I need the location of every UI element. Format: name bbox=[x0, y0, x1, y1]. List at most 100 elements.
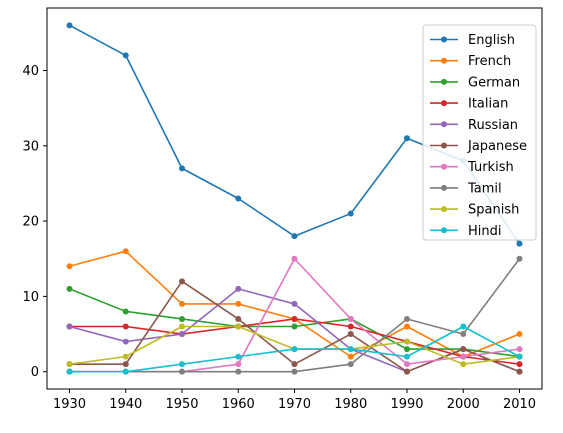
legend-label: English bbox=[468, 33, 515, 48]
data-point bbox=[403, 315, 410, 322]
data-point bbox=[179, 165, 186, 172]
data-point bbox=[179, 361, 186, 368]
x-axis: 1930 1940 1950 1960 1970 1980 1990 2000 2010 bbox=[53, 389, 536, 412]
data-point bbox=[66, 323, 73, 330]
legend-label: Turkish bbox=[467, 160, 514, 175]
series-line bbox=[69, 257, 520, 373]
data-point bbox=[291, 315, 298, 322]
data-point bbox=[347, 315, 354, 322]
data-point bbox=[179, 368, 186, 375]
data-point bbox=[291, 255, 298, 262]
data-point bbox=[403, 361, 410, 368]
data-point bbox=[347, 210, 354, 217]
legend-item: Italian bbox=[430, 97, 508, 112]
data-point bbox=[179, 315, 186, 322]
data-point bbox=[179, 331, 186, 338]
data-point bbox=[403, 346, 410, 353]
data-point bbox=[516, 255, 523, 262]
data-point bbox=[291, 300, 298, 307]
legend-swatch-marker bbox=[441, 206, 447, 213]
series-line bbox=[69, 258, 521, 373]
legend-label: Hindi bbox=[468, 224, 502, 239]
data-point bbox=[460, 361, 467, 368]
legend-swatch-marker bbox=[441, 142, 447, 149]
series-turkish bbox=[66, 255, 523, 375]
legend-label: Spanish bbox=[468, 203, 519, 218]
x-tick-label: 1980 bbox=[334, 397, 367, 412]
data-point bbox=[122, 248, 129, 255]
x-tick-label: 1950 bbox=[165, 397, 198, 412]
legend-item: Tamil bbox=[430, 181, 502, 196]
legend-item: Japanese bbox=[430, 139, 527, 154]
data-point bbox=[66, 368, 73, 375]
legend-swatch-marker bbox=[441, 227, 447, 234]
data-point bbox=[122, 52, 129, 59]
data-point bbox=[347, 361, 354, 368]
y-tick-label: 20 bbox=[22, 215, 39, 230]
data-point bbox=[122, 353, 129, 360]
legend-label: Russian bbox=[468, 118, 518, 133]
data-point bbox=[179, 278, 186, 285]
data-point bbox=[235, 195, 242, 202]
legend-label: Tamil bbox=[467, 181, 502, 196]
data-point bbox=[235, 315, 242, 322]
legend-item: Spanish bbox=[430, 203, 519, 218]
data-point bbox=[347, 353, 354, 360]
legend-item: French bbox=[430, 54, 511, 69]
legend-item: Turkish bbox=[430, 160, 514, 175]
data-point bbox=[403, 338, 410, 345]
y-tick-label: 10 bbox=[22, 290, 39, 305]
data-point bbox=[403, 323, 410, 330]
series-spanish bbox=[66, 323, 523, 368]
series-layer bbox=[66, 22, 523, 375]
data-point bbox=[235, 285, 242, 292]
y-tick-label: 0 bbox=[31, 365, 39, 380]
legend-swatch-marker bbox=[441, 57, 447, 64]
data-point bbox=[235, 368, 242, 375]
data-point bbox=[66, 263, 73, 270]
legend-label: Italian bbox=[468, 97, 508, 112]
data-point bbox=[291, 233, 298, 240]
x-tick-label: 1990 bbox=[390, 397, 423, 412]
data-point bbox=[122, 308, 129, 315]
x-tick-label: 1930 bbox=[53, 397, 86, 412]
y-axis: 0 10 20 30 40 bbox=[22, 64, 47, 380]
legend-swatch-marker bbox=[441, 121, 447, 128]
data-point bbox=[516, 331, 523, 338]
legend-swatch-marker bbox=[441, 184, 447, 191]
data-point bbox=[179, 300, 186, 307]
legend-item: German bbox=[430, 75, 520, 90]
legend-swatch-marker bbox=[441, 78, 447, 85]
data-point bbox=[403, 135, 410, 142]
data-point bbox=[122, 323, 129, 330]
data-point bbox=[235, 323, 242, 330]
x-tick-label: 1940 bbox=[109, 397, 142, 412]
data-point bbox=[291, 368, 298, 375]
legend-item: English bbox=[430, 33, 515, 48]
data-point bbox=[460, 353, 467, 360]
data-point bbox=[347, 346, 354, 353]
legend-label: Japanese bbox=[467, 139, 527, 154]
data-point bbox=[235, 353, 242, 360]
legend-label: German bbox=[468, 75, 520, 90]
data-point bbox=[516, 368, 523, 375]
x-tick-label: 2010 bbox=[503, 397, 536, 412]
data-point bbox=[460, 323, 467, 330]
data-point bbox=[122, 338, 129, 345]
legend-item: Hindi bbox=[430, 224, 502, 239]
data-point bbox=[235, 300, 242, 307]
legend-label: French bbox=[468, 54, 511, 69]
legend-swatch-marker bbox=[441, 163, 447, 170]
series-tamil bbox=[66, 255, 523, 375]
legend-swatch-marker bbox=[441, 100, 447, 107]
x-tick-label: 1960 bbox=[222, 397, 255, 412]
data-point bbox=[66, 285, 73, 292]
data-point bbox=[122, 361, 129, 368]
series-hindi bbox=[66, 323, 523, 375]
y-tick-label: 30 bbox=[22, 139, 39, 154]
y-tick-label: 40 bbox=[22, 64, 39, 79]
data-point bbox=[122, 368, 129, 375]
data-point bbox=[516, 353, 523, 360]
data-point bbox=[179, 323, 186, 330]
data-point bbox=[347, 331, 354, 338]
